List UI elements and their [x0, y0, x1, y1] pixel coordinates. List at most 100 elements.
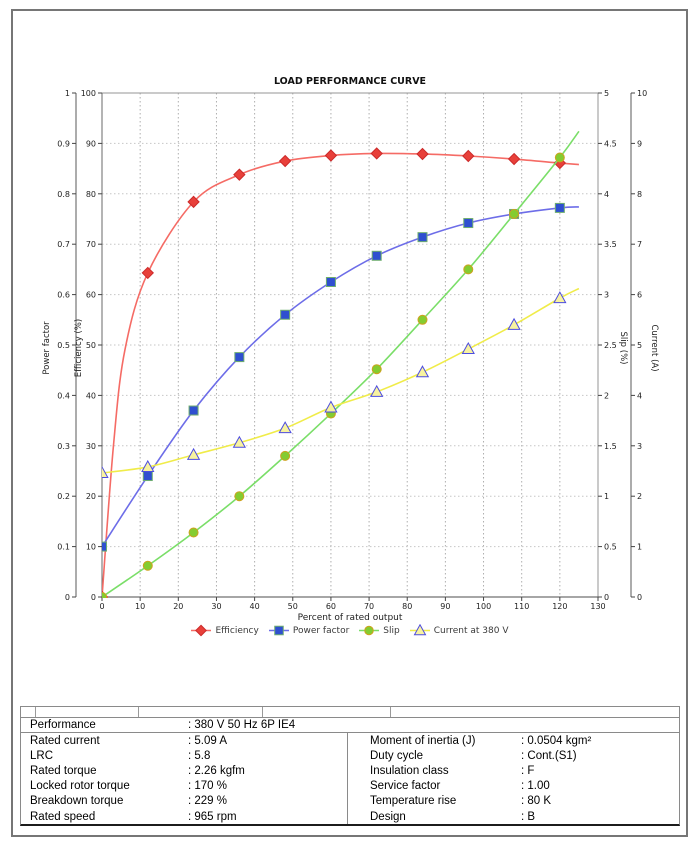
svg-text:10: 10 — [86, 543, 96, 552]
svg-text:40: 40 — [250, 602, 260, 611]
table-row: Locked rotor torque : 170 % Service fact… — [21, 779, 679, 794]
load-performance-chart: 0 0.1 0.2 0.3 0.4 0.5 0.6 0.7 0.8 0.9 1 Power facto… — [42, 76, 659, 623]
row-label: Duty cycle — [370, 749, 424, 762]
svg-text:60: 60 — [326, 602, 336, 611]
efficiency-series — [102, 147, 579, 598]
x-axis: 0 10 20 30 40 50 60 70 80 90 100 110 120 130 Percent o… — [99, 597, 606, 623]
table-header-strip — [21, 707, 679, 718]
svg-text:1: 1 — [604, 492, 609, 501]
svg-text:120: 120 — [552, 602, 567, 611]
row-label: Design — [370, 810, 406, 823]
svg-text:0: 0 — [99, 602, 104, 611]
diamond-legend-marker-icon — [191, 624, 212, 637]
row-label: Locked rotor torque — [30, 780, 130, 793]
svg-text:0: 0 — [637, 593, 642, 602]
svg-text:10: 10 — [637, 89, 647, 98]
svg-text:90: 90 — [440, 602, 450, 611]
row-value: : B — [521, 810, 536, 823]
current-axis: 0 1 2 3 4 5 6 7 8 9 10 Current (A) — [630, 89, 659, 602]
efficiency-axis-title: Efficiency (%) — [74, 319, 84, 377]
current-at-380-v-series — [102, 287, 580, 479]
chart-legend: Efficiency Power factor Slip Current at 380… — [0, 624, 699, 637]
svg-text:20: 20 — [86, 492, 96, 501]
legend-label: Efficiency — [215, 625, 259, 636]
table-row: Rated current : 5.09 A Moment of inertia… — [21, 733, 679, 748]
svg-text:110: 110 — [514, 602, 529, 611]
svg-text:0: 0 — [65, 593, 70, 602]
power_factor-axis-title: Power factor — [42, 321, 52, 375]
legend-item-slip: Slip — [358, 624, 400, 637]
svg-text:20: 20 — [173, 602, 183, 611]
svg-text:100: 100 — [81, 89, 96, 98]
legend-item-current-at-380-v: Current at 380 V — [409, 624, 509, 637]
row-value: : Cont.(S1) — [521, 749, 577, 762]
current-axis-title: Current (A) — [649, 324, 659, 371]
row-label: Rated current — [30, 734, 100, 747]
svg-text:8: 8 — [637, 190, 642, 199]
svg-text:1: 1 — [65, 89, 70, 98]
svg-text:5: 5 — [637, 341, 642, 350]
svg-text:80: 80 — [402, 602, 412, 611]
row-value: : 170 % — [188, 780, 227, 793]
row-label: Service factor — [370, 780, 441, 793]
row-label: Rated speed — [30, 810, 96, 823]
performance-table: Performance : 380 V 50 Hz 6P IE4 Rated c… — [20, 706, 680, 827]
svg-text:0.9: 0.9 — [57, 139, 70, 148]
svg-text:7: 7 — [637, 240, 642, 249]
legend-label: Current at 380 V — [433, 625, 509, 636]
svg-text:0.7: 0.7 — [57, 240, 70, 249]
row-label: Moment of inertia (J) — [370, 734, 476, 747]
svg-text:50: 50 — [86, 341, 96, 350]
row-value: : 1.00 — [521, 780, 550, 793]
row-label: Breakdown torque — [30, 795, 124, 808]
spec-rows: Rated current : 5.09 A Moment of inertia… — [21, 733, 679, 825]
svg-text:0: 0 — [91, 593, 96, 602]
page-border — [11, 9, 688, 837]
row-value: : 2.26 kgfm — [188, 764, 245, 777]
svg-text:0.2: 0.2 — [57, 492, 70, 501]
svg-text:3: 3 — [637, 442, 642, 451]
svg-text:50: 50 — [288, 602, 298, 611]
row-value: : 5.09 A — [188, 734, 228, 747]
svg-text:0.5: 0.5 — [604, 543, 617, 552]
svg-text:4: 4 — [637, 391, 642, 400]
row-label: Rated torque — [30, 764, 97, 777]
gridlines — [102, 93, 598, 597]
table-row: Breakdown torque : 229 % Temperature ris… — [21, 794, 679, 809]
x-axis-title: Percent of rated output — [298, 613, 403, 623]
svg-text:0.5: 0.5 — [57, 341, 70, 350]
svg-text:3: 3 — [604, 291, 609, 300]
row-value: : 80 K — [521, 795, 552, 808]
legend-label: Slip — [383, 625, 400, 636]
svg-text:1.5: 1.5 — [604, 442, 617, 451]
triangle-legend-marker-icon — [409, 624, 430, 636]
svg-text:130: 130 — [590, 602, 605, 611]
svg-text:70: 70 — [364, 602, 374, 611]
performance-row: Performance : 380 V 50 Hz 6P IE4 — [21, 718, 679, 733]
slip-axis-title: Slip (%) — [618, 332, 628, 365]
row-label: Performance — [30, 719, 96, 731]
row-value: : 229 % — [188, 795, 227, 808]
svg-text:2: 2 — [637, 492, 642, 501]
legend-item-efficiency: Efficiency — [190, 624, 259, 637]
row-label: Insulation class — [370, 764, 449, 777]
svg-text:4.5: 4.5 — [604, 139, 617, 148]
svg-text:1: 1 — [637, 543, 642, 552]
svg-text:90: 90 — [86, 139, 96, 148]
svg-text:70: 70 — [86, 240, 96, 249]
svg-text:0.6: 0.6 — [57, 291, 70, 300]
row-value: : 380 V 50 Hz 6P IE4 — [188, 719, 296, 731]
slip-series — [102, 130, 580, 598]
svg-text:6: 6 — [637, 291, 642, 300]
row-label: LRC — [30, 749, 54, 762]
svg-text:2: 2 — [604, 391, 609, 400]
svg-text:5: 5 — [604, 89, 609, 98]
svg-text:9: 9 — [637, 139, 642, 148]
svg-text:3.5: 3.5 — [604, 240, 617, 249]
legend-item-power-factor: Power factor — [268, 624, 349, 637]
svg-text:0.3: 0.3 — [57, 442, 70, 451]
row-label: Temperature rise — [370, 795, 457, 808]
efficiency-axis: 0 10 20 30 40 50 60 70 80 90 100 Efficiency (%) — [74, 89, 102, 602]
row-value: : 5.8 — [188, 749, 211, 762]
power_factor-axis: 0 0.1 0.2 0.3 0.4 0.5 0.6 0.7 0.8 0.9 1 Power facto… — [42, 89, 77, 602]
